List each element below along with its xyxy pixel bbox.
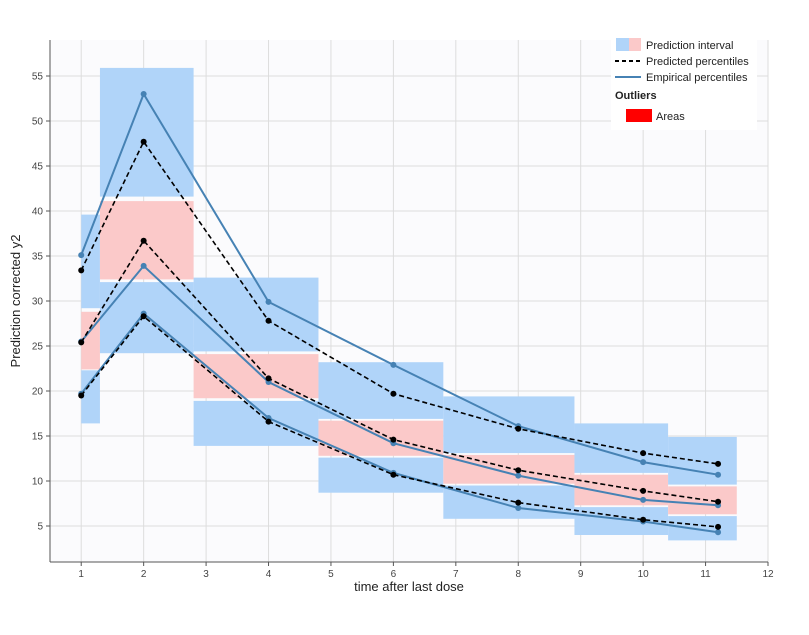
y-tick-label: 50 — [32, 117, 44, 128]
empirical-point — [640, 496, 647, 503]
legend-swatch-pi-pink — [629, 38, 641, 51]
predicted-point — [140, 138, 147, 145]
predicted-point — [715, 523, 722, 530]
percentile-lines — [78, 91, 722, 536]
x-tick-label: 10 — [638, 569, 650, 580]
empirical-point — [265, 298, 272, 305]
y-tick-label: 40 — [32, 207, 44, 218]
predicted-point — [78, 267, 85, 274]
empirical-point — [390, 361, 397, 368]
legend-item-predicted-percentiles: Predicted percentiles — [646, 56, 749, 68]
legend-item-empirical-percentiles: Empirical percentiles — [646, 72, 748, 84]
y-tick-label: 10 — [32, 477, 44, 488]
x-tick-label: 1 — [78, 569, 84, 580]
pi-band-lower — [668, 516, 737, 541]
pi-band-lower — [81, 370, 100, 424]
y-tick-label: 15 — [32, 432, 44, 443]
pi-band-upper — [443, 396, 575, 454]
pi-band-lower — [443, 485, 575, 519]
y-tick-label: 5 — [37, 522, 43, 533]
pi-band-median — [668, 486, 737, 515]
legend-item-areas: Areas — [656, 111, 685, 123]
pi-band-median — [443, 454, 575, 484]
empirical-point — [140, 91, 147, 97]
x-tick-label: 11 — [700, 569, 711, 580]
x-tick-label: 2 — [141, 569, 147, 580]
legend-swatch-pi-blue — [616, 38, 629, 51]
x-tick-label: 4 — [266, 569, 272, 580]
predicted-point — [640, 450, 647, 457]
y-tick-label: 55 — [32, 72, 44, 83]
x-tick-label: 8 — [515, 569, 521, 580]
empirical-point — [140, 262, 147, 269]
pi-band-upper — [193, 277, 319, 352]
pi-band-median — [99, 201, 194, 280]
predicted-point — [390, 436, 397, 443]
empirical-point — [515, 505, 522, 511]
predicted-point — [640, 487, 647, 494]
legend: Prediction interval Predicted percentile… — [611, 34, 757, 130]
legend-item-prediction-interval: Prediction interval — [646, 40, 733, 52]
pi-band-lower — [318, 457, 444, 493]
predicted-point — [640, 516, 647, 523]
y-tick-label: 25 — [32, 342, 44, 353]
empirical-point — [515, 472, 522, 479]
x-tick-label: 6 — [391, 569, 397, 580]
predicted-point — [140, 237, 147, 244]
predicted-point — [390, 471, 397, 478]
empirical-point — [78, 252, 85, 259]
predicted-point — [265, 418, 272, 425]
legend-swatch-outlier-areas — [626, 109, 652, 122]
empirical-point — [715, 529, 722, 536]
empirical-point — [640, 459, 647, 466]
empirical-point — [715, 471, 722, 478]
predicted-point — [715, 498, 722, 505]
predicted-point — [78, 392, 85, 399]
predicted-point — [515, 499, 522, 506]
y-tick-label: 45 — [32, 162, 44, 173]
predicted-point — [265, 317, 272, 324]
x-tick-label: 3 — [203, 569, 209, 580]
x-tick-label: 9 — [578, 569, 584, 580]
pi-band-median — [81, 311, 100, 370]
predicted-point — [140, 313, 147, 320]
predicted-point — [515, 467, 522, 474]
predicted-point — [390, 390, 397, 397]
pi-band-upper — [81, 214, 100, 309]
pi-band-upper — [318, 362, 444, 419]
predicted-point — [715, 460, 722, 467]
x-axis-title: time after last dose — [354, 579, 464, 594]
prediction-interval-bands — [81, 67, 737, 541]
y-axis-title: Prediction corrected y2 — [8, 235, 23, 368]
y-tick-label: 20 — [32, 387, 44, 398]
legend-outliers-title: Outliers — [615, 90, 657, 102]
x-tick-label: 5 — [328, 569, 334, 580]
pi-band-median — [193, 354, 319, 399]
pi-band-upper — [668, 436, 737, 485]
predicted-point — [265, 375, 272, 382]
predicted-point — [78, 339, 85, 346]
y-tick-label: 35 — [32, 252, 44, 263]
x-tick-label: 7 — [453, 569, 459, 580]
x-tick-label: 12 — [762, 569, 774, 580]
pi-band-upper — [99, 67, 194, 197]
y-tick-label: 30 — [32, 297, 44, 308]
predicted-point — [515, 425, 522, 432]
